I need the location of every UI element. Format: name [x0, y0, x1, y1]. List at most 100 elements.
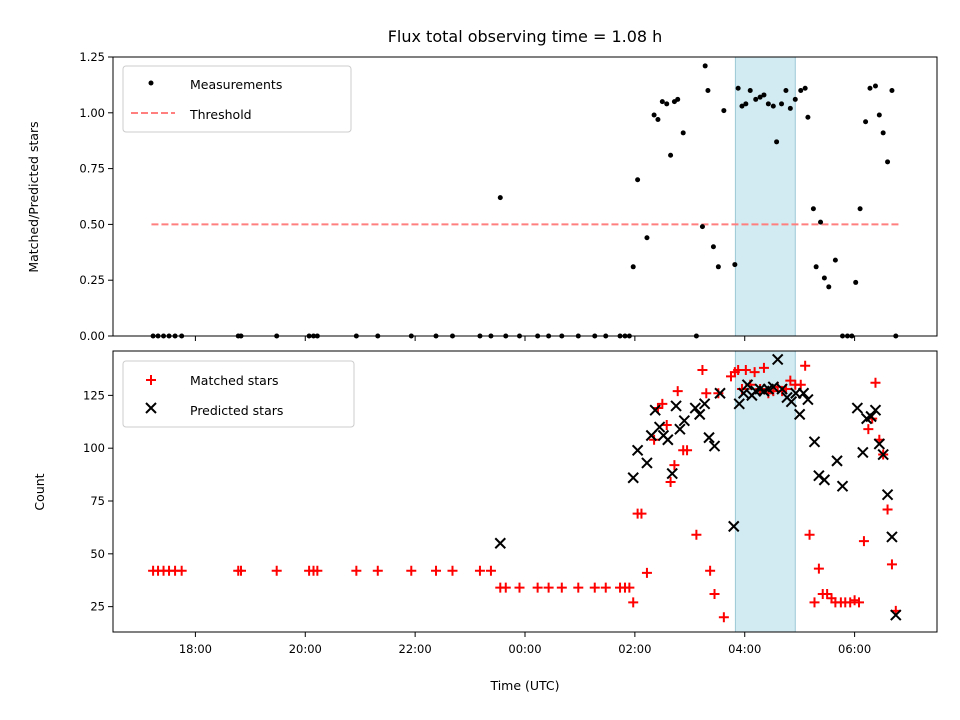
- predicted-star-point: [836, 480, 849, 492]
- bottom-x-tick-label: 22:00: [399, 642, 432, 656]
- measurement-point: [885, 159, 891, 165]
- measurement-point: [497, 195, 503, 201]
- matched-star-point: [800, 360, 811, 371]
- predicted-star-points: [494, 353, 902, 621]
- matched-star-point: [176, 565, 187, 576]
- predicted-star-point: [851, 402, 864, 414]
- measurement-point: [798, 87, 804, 93]
- matched-star-point: [641, 567, 652, 578]
- predicted-star-point: [666, 467, 678, 480]
- matched-star-point: [474, 565, 485, 576]
- measurement-point: [757, 94, 763, 100]
- matched-star-point: [882, 504, 893, 515]
- matched-star-point: [672, 386, 683, 397]
- measurement-point: [732, 262, 738, 268]
- measurement-point: [853, 279, 859, 285]
- predicted-star-point: [865, 410, 877, 423]
- matched-star-point: [682, 445, 693, 456]
- measurement-point: [857, 206, 863, 212]
- legend-measurements-marker: [148, 80, 154, 86]
- measurement-point: [783, 87, 789, 93]
- predicted-star-point: [831, 455, 843, 467]
- predicted-star-point: [797, 387, 810, 399]
- bottom-x-ticks: 18:00 20:00 22:00 00:00 02:00 04:00 06:00: [179, 632, 871, 656]
- matched-star-point: [701, 388, 712, 399]
- measurement-point: [805, 114, 811, 120]
- predicted-star-point: [733, 398, 745, 410]
- legend-measurements-label: Measurements: [190, 77, 282, 92]
- matched-star-point: [649, 434, 660, 445]
- matched-star-point: [795, 379, 806, 390]
- measurement-point: [675, 96, 681, 102]
- predicted-star-point: [714, 387, 726, 399]
- matched-star-point: [543, 582, 554, 593]
- predicted-star-point: [785, 395, 798, 408]
- measurement-point: [668, 152, 674, 158]
- predicted-star-point: [890, 609, 902, 621]
- chart-title: Flux total observing time = 1.08 h: [388, 27, 663, 46]
- top-x-tick-marks: [194, 336, 856, 341]
- x-axis-label: Time (UTC): [489, 678, 559, 693]
- measurement-point: [779, 101, 785, 107]
- matched-star-point: [271, 565, 282, 576]
- matched-star-point: [713, 388, 724, 399]
- matched-star-point: [665, 476, 676, 487]
- measurement-point: [651, 112, 657, 118]
- predicted-star-point: [649, 404, 661, 416]
- bottom-y-tick-label: 75: [90, 494, 105, 508]
- predicted-star-point: [877, 448, 889, 461]
- predicted-star-point: [627, 472, 639, 484]
- matched-star-point: [600, 582, 611, 593]
- measurement-point: [813, 264, 819, 270]
- predicted-star-point: [857, 446, 869, 459]
- measurement-point: [821, 275, 827, 281]
- measurement-point: [774, 139, 780, 145]
- predicted-star-point: [698, 398, 711, 410]
- matched-star-point: [691, 529, 702, 540]
- matched-star-point: [853, 597, 864, 608]
- measurement-point: [765, 101, 771, 107]
- predicted-star-point: [737, 387, 750, 399]
- matched-star-point: [431, 565, 442, 576]
- predicted-star-point: [793, 408, 806, 421]
- bottom-y-ticks: 25 50 75 100 125: [83, 388, 113, 614]
- measurement-point: [721, 108, 727, 114]
- measurement-point: [818, 219, 824, 225]
- measurement-point: [810, 206, 816, 212]
- legend-predicted-label: Predicted stars: [190, 403, 283, 418]
- matched-star-point: [556, 582, 567, 593]
- matched-star-point: [669, 460, 680, 471]
- predicted-star-point: [653, 421, 666, 433]
- measurement-point: [715, 264, 721, 270]
- predicted-star-point: [869, 404, 882, 416]
- measurement-point: [802, 85, 808, 91]
- matched-star-point: [804, 529, 815, 540]
- predicted-star-point: [641, 457, 653, 469]
- bottom-panel: 25 50 75 100 125 18:00 20:00 22:00 00:00 02:00 04…: [32, 350, 938, 693]
- predicted-star-point: [662, 434, 674, 446]
- measurement-point: [880, 130, 886, 136]
- matched-star-point: [351, 565, 362, 576]
- matched-star-point: [849, 595, 860, 606]
- bottom-x-tick-label: 06:00: [838, 642, 871, 656]
- matched-star-point: [758, 362, 769, 373]
- top-y-tick-label: 1.00: [79, 106, 105, 120]
- matched-star-point: [235, 565, 246, 576]
- measurement-point: [702, 63, 708, 69]
- predicted-star-point: [645, 429, 658, 442]
- predicted-star-point: [670, 400, 682, 412]
- top-legend-box: [122, 65, 352, 133]
- measurement-point: [867, 85, 873, 91]
- bottom-legend-box: [122, 360, 355, 428]
- matched-star-point: [372, 565, 383, 576]
- top-y-ticks: 0.00 0.25 0.50 0.75 1.00 1.25: [79, 50, 113, 343]
- top-y-tick-label: 0.75: [79, 162, 105, 176]
- predicted-star-point: [802, 393, 814, 406]
- bottom-x-tick-label: 18:00: [179, 642, 212, 656]
- measurement-point: [747, 87, 753, 93]
- matched-star-point: [514, 582, 525, 593]
- measurement-point: [743, 101, 749, 107]
- bottom-x-tick-label: 20:00: [289, 642, 322, 656]
- matched-star-point: [845, 597, 856, 608]
- matched-star-point: [870, 377, 881, 388]
